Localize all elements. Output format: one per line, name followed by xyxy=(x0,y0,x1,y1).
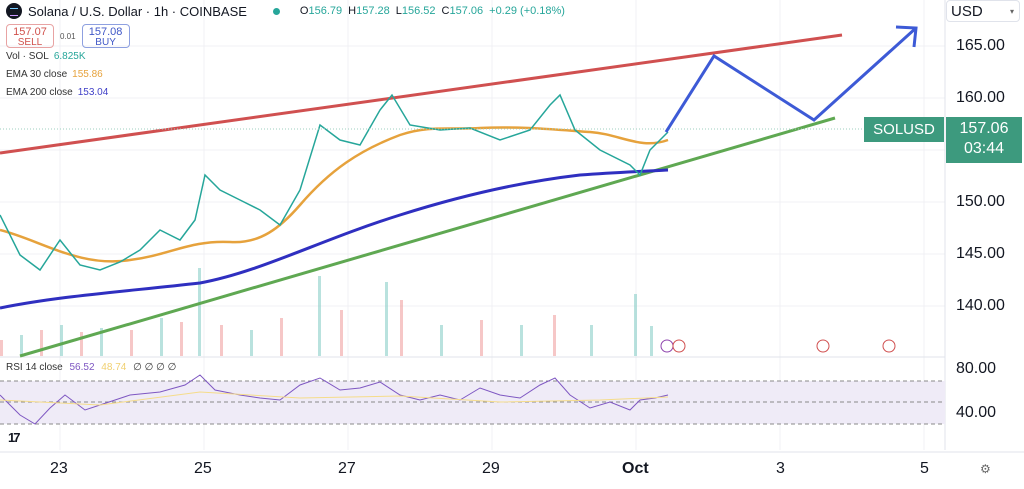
buy-button[interactable]: 157.08 BUY xyxy=(81,24,130,48)
price-label: 165.00 xyxy=(956,37,1005,54)
projection-path xyxy=(664,26,918,133)
indicator-volume[interactable]: Vol · SOL 6.825K xyxy=(6,51,86,62)
price-label: 150.00 xyxy=(956,193,1005,210)
symbol-title[interactable]: Solana / U.S. Dollar · 1h · COINBASE xyxy=(28,3,247,19)
arrow-head-icon xyxy=(895,25,918,48)
rsi-line xyxy=(0,374,669,425)
market-status-icon xyxy=(272,7,280,15)
support-trendline xyxy=(19,116,836,358)
ohlc-values: O156.79 H157.28 L156.52 C157.06 +0.29 (+… xyxy=(299,5,565,17)
bar-countdown: 03:44 xyxy=(963,140,1005,157)
chevron-down-icon: ▾ xyxy=(1009,7,1014,16)
chart-legend: Solana / U.S. Dollar · 1h · COINBASE O15… xyxy=(6,2,565,102)
currency-select[interactable]: USD ▾ xyxy=(946,0,1020,22)
rsi-legend[interactable]: RSI 14 close 56.52 48.74 ∅ ∅ ∅ ∅ xyxy=(6,362,177,373)
ema30-line xyxy=(0,126,669,263)
time-label: 27 xyxy=(338,460,356,477)
time-label: 29 xyxy=(482,460,500,477)
volume-bars xyxy=(0,268,653,356)
price-label: 145.00 xyxy=(956,245,1005,262)
rsi-ma-line xyxy=(0,391,669,406)
rsi-axis-label: 40.00 xyxy=(956,404,997,421)
settings-icon[interactable]: ⚙ xyxy=(980,462,991,476)
time-label: 25 xyxy=(194,460,212,477)
price-series xyxy=(0,93,669,272)
indicator-ema30[interactable]: EMA 30 close 155.86 xyxy=(6,69,103,80)
indicator-ema200[interactable]: EMA 200 close 153.04 xyxy=(6,87,109,98)
rsi-axis-label: 80.00 xyxy=(956,360,997,377)
spread-value: 0.01 xyxy=(60,31,76,41)
time-label: 5 xyxy=(920,460,929,477)
price-label: 140.00 xyxy=(956,297,1005,314)
tradingview-logo[interactable]: 17 xyxy=(8,430,21,445)
solana-logo-icon xyxy=(6,3,22,19)
price-label: 160.00 xyxy=(956,89,1005,106)
resistance-trendline xyxy=(0,33,843,155)
event-icons xyxy=(660,339,896,353)
time-label: 3 xyxy=(776,460,785,477)
sell-button[interactable]: 157.07 SELL xyxy=(6,24,54,48)
ema200-line xyxy=(0,168,669,310)
time-label: 23 xyxy=(50,460,68,477)
last-price-tag: 157.06 03:44 xyxy=(946,117,1022,163)
symbol-tag: SOLUSD xyxy=(864,117,944,142)
time-label: Oct xyxy=(622,460,649,477)
